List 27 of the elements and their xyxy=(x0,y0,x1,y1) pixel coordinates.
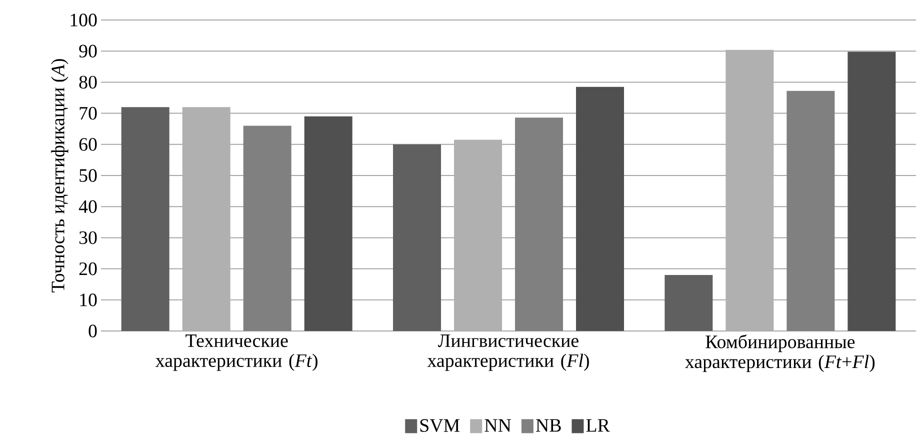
x-tick-label: Технические характеристики (Ft) xyxy=(156,334,318,371)
bar xyxy=(515,118,564,331)
y-tick-label: 80 xyxy=(79,76,97,89)
legend-label: SVM xyxy=(420,419,460,432)
bar xyxy=(304,116,352,331)
y-tick-label: 70 xyxy=(80,106,97,120)
y-tick-label: 60 xyxy=(79,138,97,151)
y-tick-label: 0 xyxy=(88,324,97,338)
bar xyxy=(121,107,170,331)
x-tick-label: Лингвистические характеристики (Fl) xyxy=(427,334,589,371)
legend-label: LR xyxy=(586,419,610,432)
legend-label: NN xyxy=(484,419,512,432)
y-tick-label: 100 xyxy=(70,14,97,26)
y-tick-label: 30 xyxy=(79,231,97,244)
bar xyxy=(786,90,835,331)
y-tick-label: 40 xyxy=(78,200,97,213)
bar xyxy=(664,275,713,331)
y-tick-label: 50 xyxy=(80,169,97,182)
bar xyxy=(243,126,292,331)
bar xyxy=(576,86,624,331)
y-tick-label: 90 xyxy=(79,44,97,58)
y-tick-label: 20 xyxy=(79,262,97,276)
y-tick-label: 10 xyxy=(80,294,97,306)
legend-label: NB xyxy=(536,419,561,432)
x-tick-label: Комбинированные характеристики (Ft+Fl) xyxy=(685,334,875,372)
bar xyxy=(393,144,442,331)
bar xyxy=(848,52,896,331)
